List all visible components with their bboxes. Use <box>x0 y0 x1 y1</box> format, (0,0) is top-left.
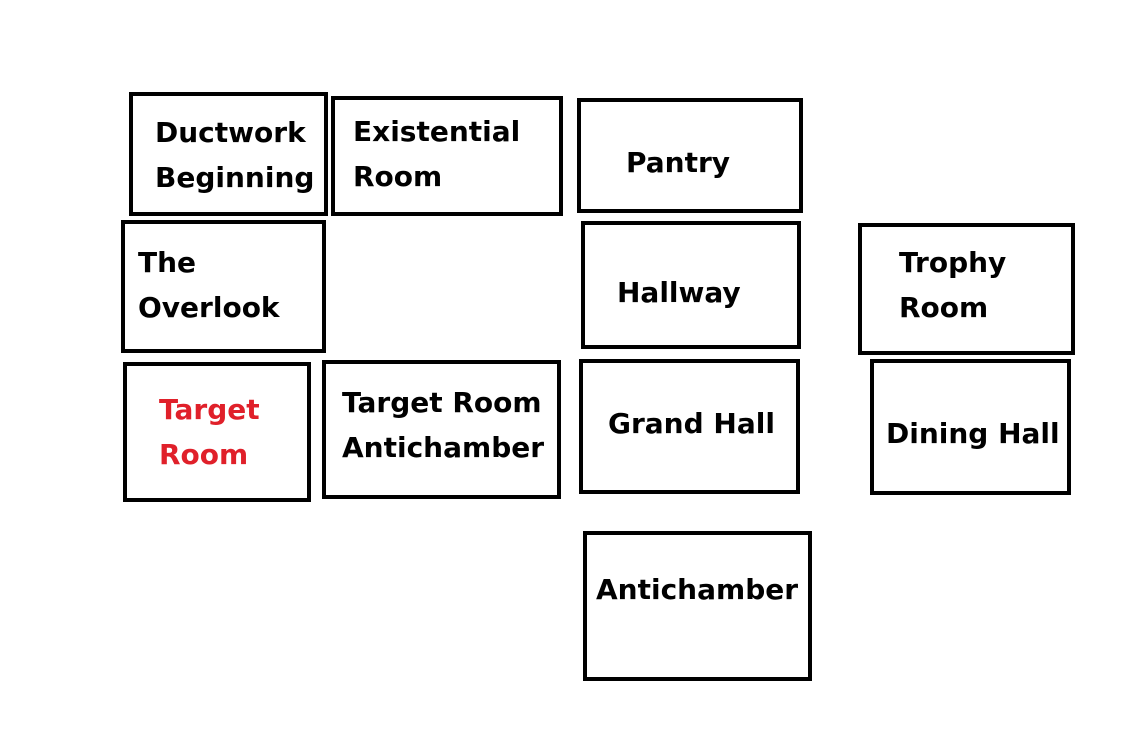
room-label-line: Antichamber <box>596 573 799 606</box>
room-label: Trophy Room <box>899 240 1006 330</box>
room-label: Hallway <box>617 270 741 315</box>
room-label-line: Grand Hall <box>608 407 775 440</box>
room-antichamber: Antichamber <box>583 531 812 681</box>
room-pantry: Pantry <box>577 98 803 213</box>
room-label-line: Target Room <box>342 386 542 419</box>
room-label: Target Room Antichamber <box>342 380 544 470</box>
room-ductwork-beginning: Ductwork Beginning <box>129 92 328 216</box>
room-the-overlook: The Overlook <box>121 220 326 353</box>
room-grand-hall: Grand Hall <box>579 359 800 494</box>
room-label-line: Ductwork <box>155 116 306 149</box>
room-label: Pantry <box>626 140 730 185</box>
room-label: Ductwork Beginning <box>155 110 314 200</box>
room-existential-room: Existential Room <box>331 96 563 216</box>
room-trophy-room: Trophy Room <box>858 223 1075 355</box>
room-label: The Overlook <box>138 240 280 330</box>
room-label-line: Pantry <box>626 146 731 179</box>
room-label-line: Room <box>899 291 989 324</box>
room-label-line: Overlook <box>138 291 280 324</box>
room-label-highlighted: Target Room <box>159 387 260 477</box>
room-target-room-antichamber: Target Room Antichamber <box>322 360 561 499</box>
room-label-line: Dining Hall <box>886 417 1060 450</box>
room-hallway: Hallway <box>581 221 801 349</box>
room-label-line: The <box>138 246 197 279</box>
room-dining-hall: Dining Hall <box>870 359 1071 495</box>
room-label-line: Room <box>159 438 249 471</box>
room-target-room: Target Room <box>123 362 311 502</box>
room-label: Dining Hall <box>886 411 1060 456</box>
room-label: Antichamber <box>596 567 798 612</box>
room-label: Existential Room <box>353 109 520 199</box>
room-label-line: Beginning <box>155 161 315 194</box>
room-label-line: Existential <box>353 115 521 148</box>
room-label-line: Room <box>353 160 443 193</box>
room-label-line: Hallway <box>617 276 741 309</box>
room-label-line: Antichamber <box>342 431 545 464</box>
room-label: Grand Hall <box>608 401 775 446</box>
room-label-line: Trophy <box>899 246 1007 279</box>
room-label-line: Target <box>159 393 260 426</box>
